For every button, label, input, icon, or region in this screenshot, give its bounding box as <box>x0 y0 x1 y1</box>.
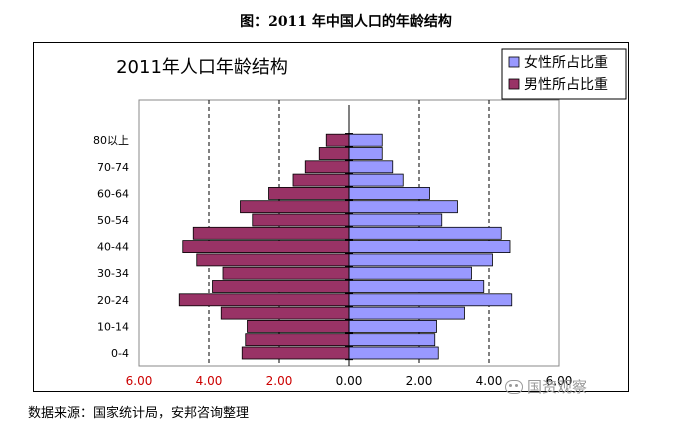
axes: 0-4 10-14 20-24 30-34 40-44 50-54 60-64 70-74 80… <box>93 105 572 388</box>
x-tick-label: 6.00 <box>546 374 573 388</box>
x-tick-label: 4.00 <box>196 374 223 388</box>
source-note: 数据来源：国家统计局，安邦咨询整理 <box>28 406 250 421</box>
bar-male <box>318 147 350 160</box>
bar-male <box>182 240 350 254</box>
legend-swatch-male <box>508 78 520 90</box>
legend: 女性所占比重 男性所占比重 <box>501 48 627 100</box>
bar-male <box>222 266 350 280</box>
bar-female <box>348 253 493 267</box>
x-tick-label: 6.00 <box>126 374 153 388</box>
bar-female <box>348 280 485 293</box>
bar-male <box>196 253 350 267</box>
bar-female <box>348 240 511 254</box>
bar-male <box>178 293 350 307</box>
bar-female <box>348 226 502 240</box>
x-tick-label: 4.00 <box>476 374 503 388</box>
bar-female <box>348 200 458 214</box>
bar-male <box>304 160 350 174</box>
bar-male <box>252 213 350 227</box>
bar-female <box>348 133 383 147</box>
legend-label-female: 女性所占比重 <box>524 54 608 71</box>
bar-female <box>348 213 443 227</box>
watermark: 国资观察 <box>505 376 587 397</box>
bar-male <box>212 280 350 293</box>
bar-male <box>241 346 350 360</box>
bar-female <box>348 319 437 333</box>
wechat-icon <box>505 379 523 394</box>
figure-title: 图：2011 年中国人口的年龄结构 <box>240 14 452 30</box>
category-tick-label: 60-64 <box>97 187 129 200</box>
bar-male <box>240 200 350 214</box>
bar-female <box>348 333 436 347</box>
x-tick-label: 2.00 <box>406 374 433 388</box>
bar-female <box>348 346 439 360</box>
category-tick-label: 50-54 <box>97 214 129 227</box>
bar-male <box>220 306 350 320</box>
bar-male <box>268 186 350 200</box>
chart-title: 2011年人口年龄结构 <box>116 57 288 78</box>
bar-female <box>348 147 383 160</box>
bar-male <box>247 319 350 333</box>
watermark-text: 国资观察 <box>527 378 588 396</box>
category-tick-label: 40-44 <box>97 241 129 254</box>
bar-male <box>325 133 350 147</box>
bar-female <box>348 293 513 307</box>
bar-female <box>348 186 430 200</box>
legend-label-male: 男性所占比重 <box>524 77 608 93</box>
x-tick-label: 0.00 <box>336 374 363 388</box>
category-tick-label: 0-4 <box>111 347 129 360</box>
category-tick-label: 20-24 <box>97 294 129 307</box>
category-tick-label: 10-14 <box>97 320 129 333</box>
population-pyramid-chart: 2011年人口年龄结构 女性所占比重 男性所占比重 0-4 10-14 20-24 3… <box>93 48 627 388</box>
x-tick-label: 2.00 <box>266 374 293 388</box>
bars <box>178 133 513 360</box>
bar-male <box>292 173 350 187</box>
bar-female <box>348 266 472 280</box>
bar-female <box>348 160 394 174</box>
chart-frame: 2011年人口年龄结构 女性所占比重 男性所占比重 0-4 10-14 20-24 3… <box>33 42 629 392</box>
bar-female <box>348 306 465 320</box>
bar-male <box>245 333 350 347</box>
category-tick-label: 80以上 <box>93 134 129 147</box>
category-tick-label: 30-34 <box>97 267 129 280</box>
category-tick-label: 70-74 <box>97 161 129 174</box>
bar-female <box>348 173 404 187</box>
bar-male <box>192 226 350 240</box>
legend-swatch-female <box>508 56 520 68</box>
